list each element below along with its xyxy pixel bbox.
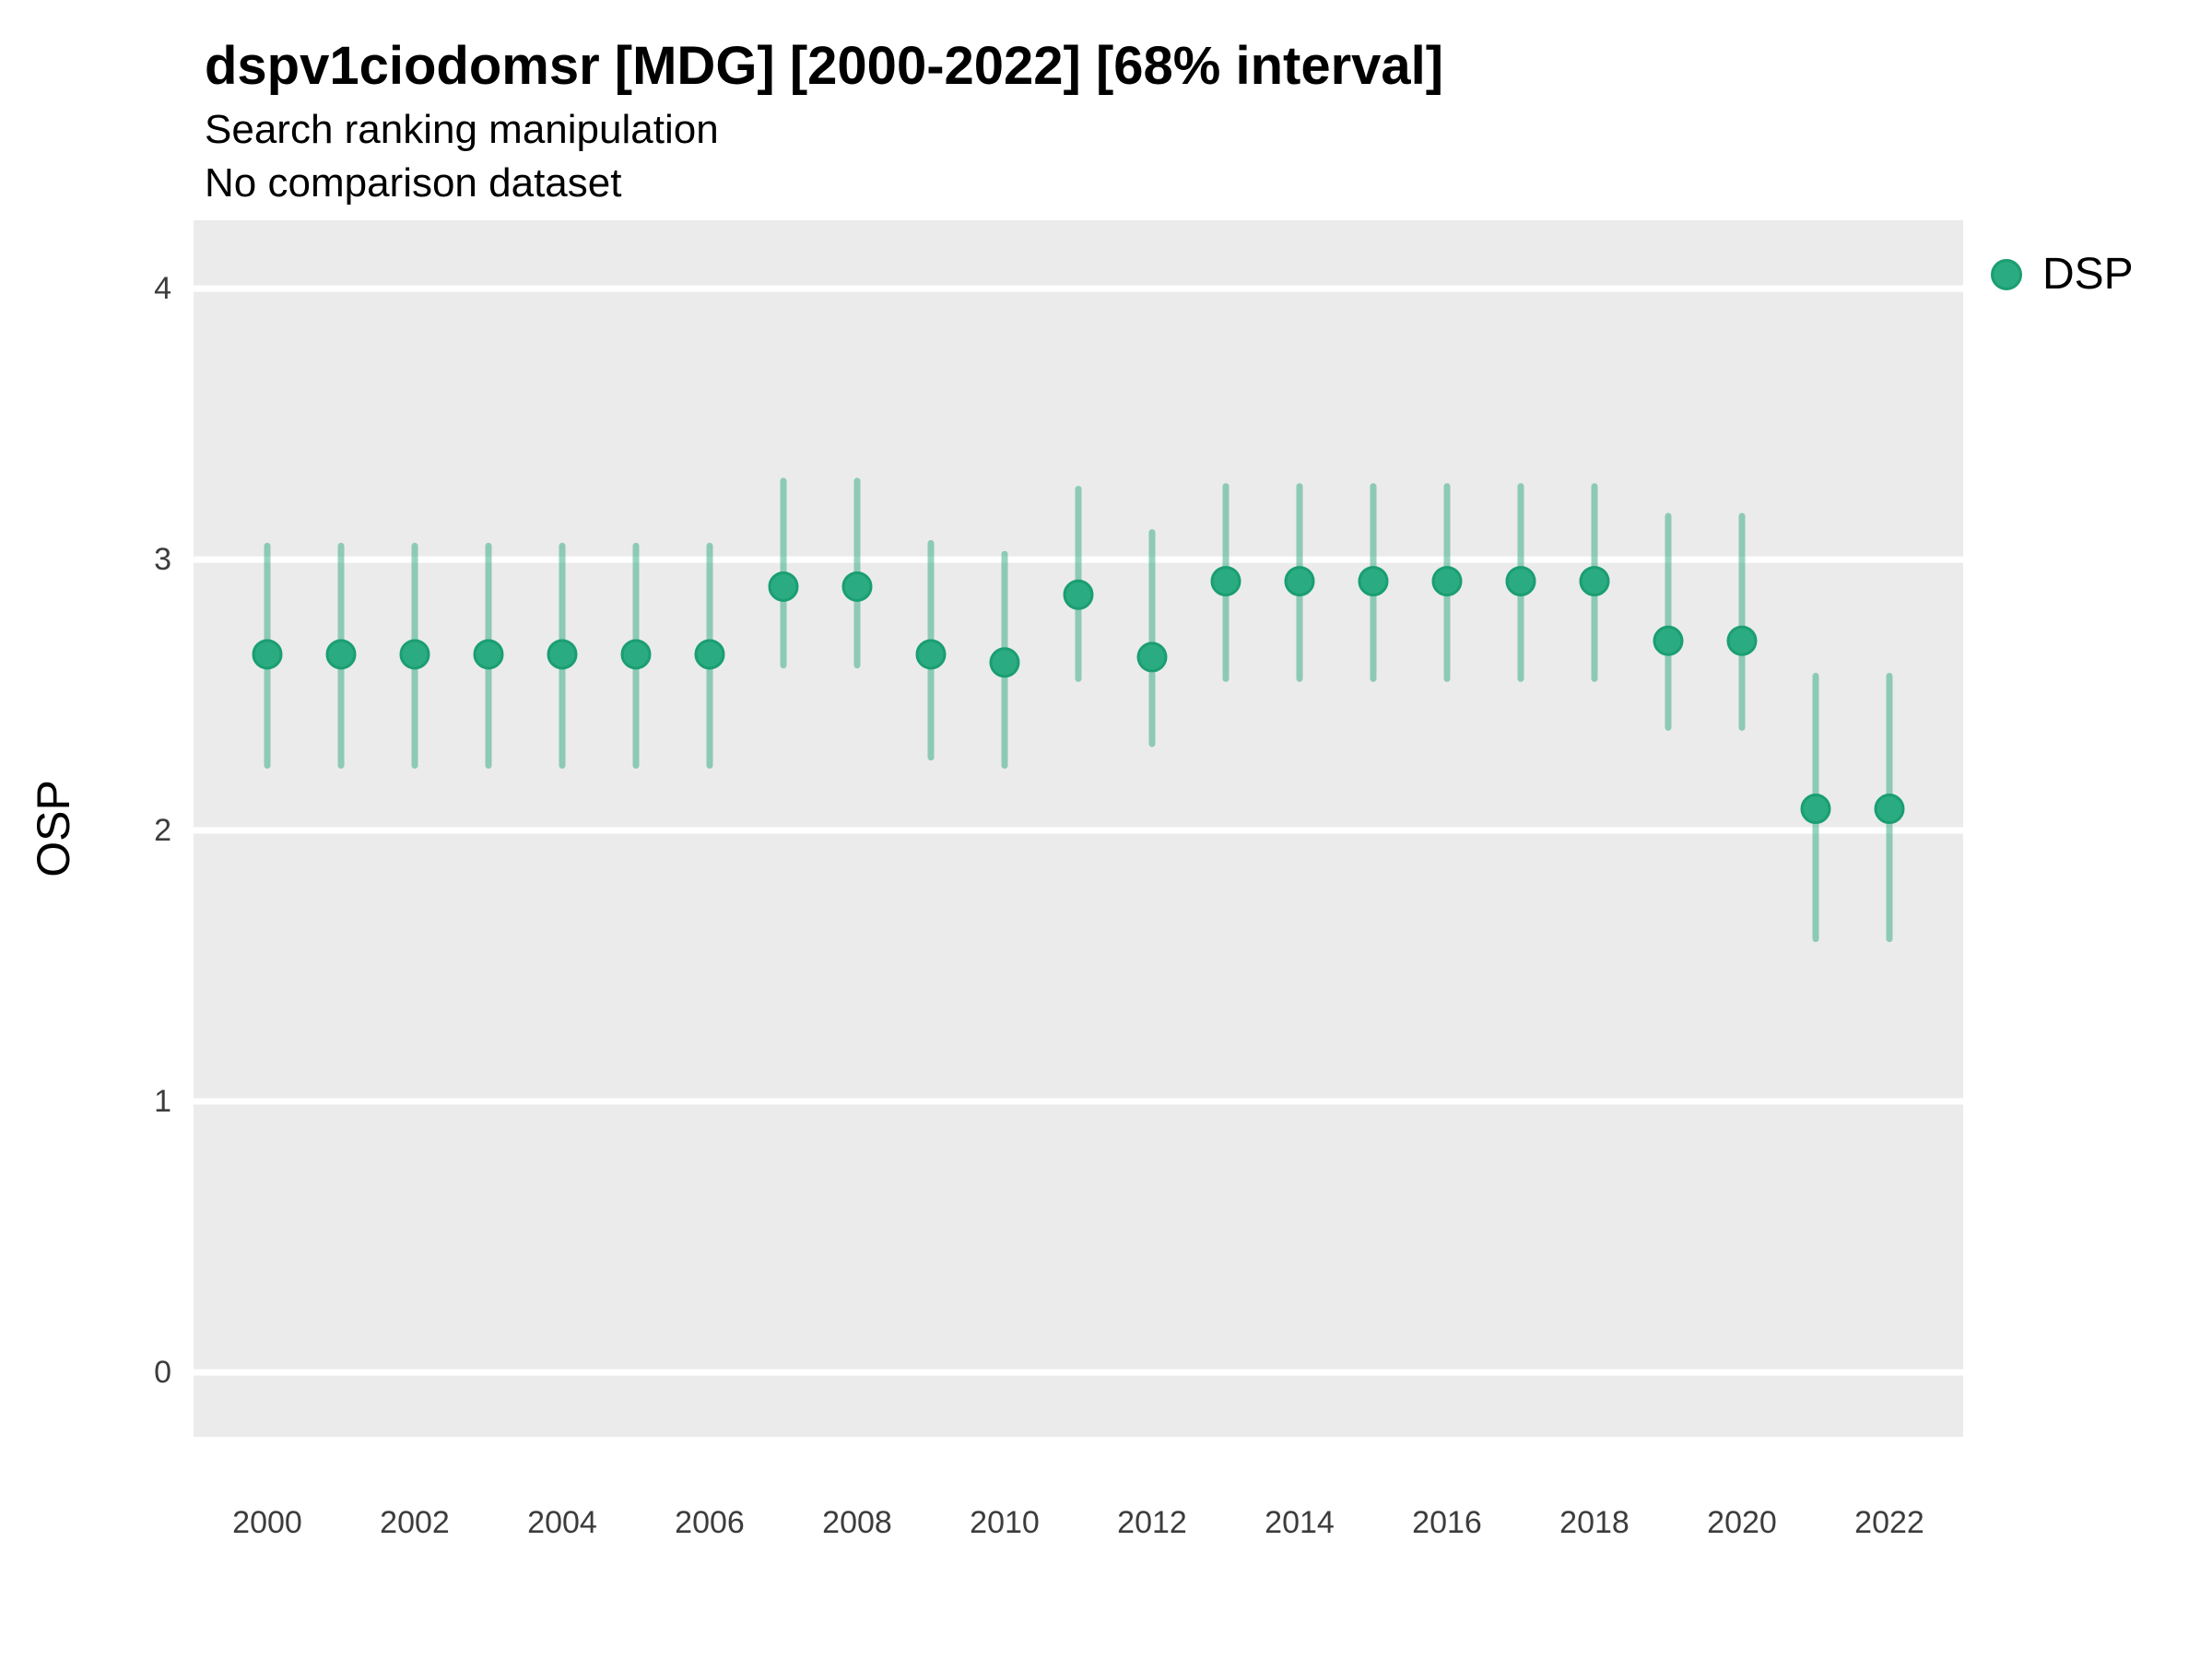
y-tick-label-1: 1 (154, 1084, 171, 1120)
x-tick-label-2004: 2004 (527, 1505, 597, 1540)
chart-note: No comparison dataset (205, 160, 622, 206)
x-tick-label-2006: 2006 (675, 1505, 745, 1540)
data-point-2006 (694, 639, 725, 670)
pointrange-2020 (1726, 512, 1758, 731)
legend-label: DSP (2042, 250, 2134, 299)
pointrange-2007 (768, 477, 799, 669)
data-point-2018 (1579, 566, 1610, 597)
data-point-2009 (915, 639, 947, 670)
x-tick-label-2012: 2012 (1117, 1505, 1187, 1540)
y-tick-label-4: 4 (154, 271, 171, 307)
x-tick-label-2010: 2010 (970, 1505, 1040, 1540)
pointrange-2013 (1210, 483, 1241, 682)
x-tick-label-2018: 2018 (1559, 1505, 1630, 1540)
data-point-2021 (1800, 794, 1831, 825)
pointrange-2015 (1358, 483, 1389, 682)
data-point-2000 (252, 639, 283, 670)
x-tick-label-2020: 2020 (1707, 1505, 1777, 1540)
data-point-2013 (1210, 566, 1241, 597)
pointrange-2011 (1063, 486, 1094, 682)
data-point-2012 (1136, 641, 1168, 673)
data-point-2011 (1063, 579, 1094, 610)
data-point-2004 (547, 639, 578, 670)
data-point-2016 (1431, 566, 1463, 597)
pointrange-2017 (1505, 483, 1536, 682)
data-point-2015 (1358, 566, 1389, 597)
pointrange-2009 (915, 539, 947, 761)
pointrange-2000 (252, 542, 283, 770)
data-point-2005 (620, 639, 652, 670)
pointrange-2019 (1653, 512, 1684, 731)
data-point-2001 (325, 639, 357, 670)
data-point-2022 (1874, 794, 1905, 825)
data-point-2008 (841, 571, 873, 602)
data-point-2003 (473, 639, 504, 670)
pointrange-2002 (399, 542, 430, 770)
x-tick-label-2022: 2022 (1854, 1505, 1924, 1540)
y-tick-label-3: 3 (154, 542, 171, 578)
data-point-2010 (989, 647, 1020, 678)
pointrange-2004 (547, 542, 578, 770)
legend-dot-icon (1991, 259, 2022, 290)
data-point-2017 (1505, 566, 1536, 597)
pointrange-2001 (325, 542, 357, 770)
x-tick-label-2016: 2016 (1412, 1505, 1482, 1540)
pointrange-2010 (989, 550, 1020, 770)
pointrange-2016 (1431, 483, 1463, 682)
pointrange-2022 (1874, 672, 1905, 943)
legend: DSP (1991, 249, 2134, 300)
x-tick-label-2000: 2000 (232, 1505, 302, 1540)
data-point-2014 (1284, 566, 1315, 597)
pointrange-2018 (1579, 483, 1610, 682)
pointrange-2003 (473, 542, 504, 770)
pointrange-2008 (841, 477, 873, 669)
pointrange-2005 (620, 542, 652, 770)
y-tick-label-2: 2 (154, 813, 171, 849)
data-point-2007 (768, 571, 799, 602)
pointrange-2021 (1800, 672, 1831, 943)
pointrange-2006 (694, 542, 725, 770)
x-tick-label-2008: 2008 (822, 1505, 892, 1540)
chart-subtitle-block: Search ranking manipulation No compariso… (205, 103, 719, 210)
chart-title: dspv1ciodomsr [MDG] [2000-2022] [68% int… (205, 36, 1444, 96)
chart-subtitle: Search ranking manipulation (205, 107, 719, 152)
data-point-2019 (1653, 625, 1684, 656)
data-point-2002 (399, 639, 430, 670)
pointrange-2012 (1136, 529, 1168, 747)
y-axis-title: OSP (28, 780, 79, 877)
data-point-2020 (1726, 625, 1758, 656)
pointrange-2014 (1284, 483, 1315, 682)
x-tick-label-2002: 2002 (380, 1505, 450, 1540)
y-tick-label-0: 0 (154, 1355, 171, 1391)
x-tick-label-2014: 2014 (1265, 1505, 1335, 1540)
